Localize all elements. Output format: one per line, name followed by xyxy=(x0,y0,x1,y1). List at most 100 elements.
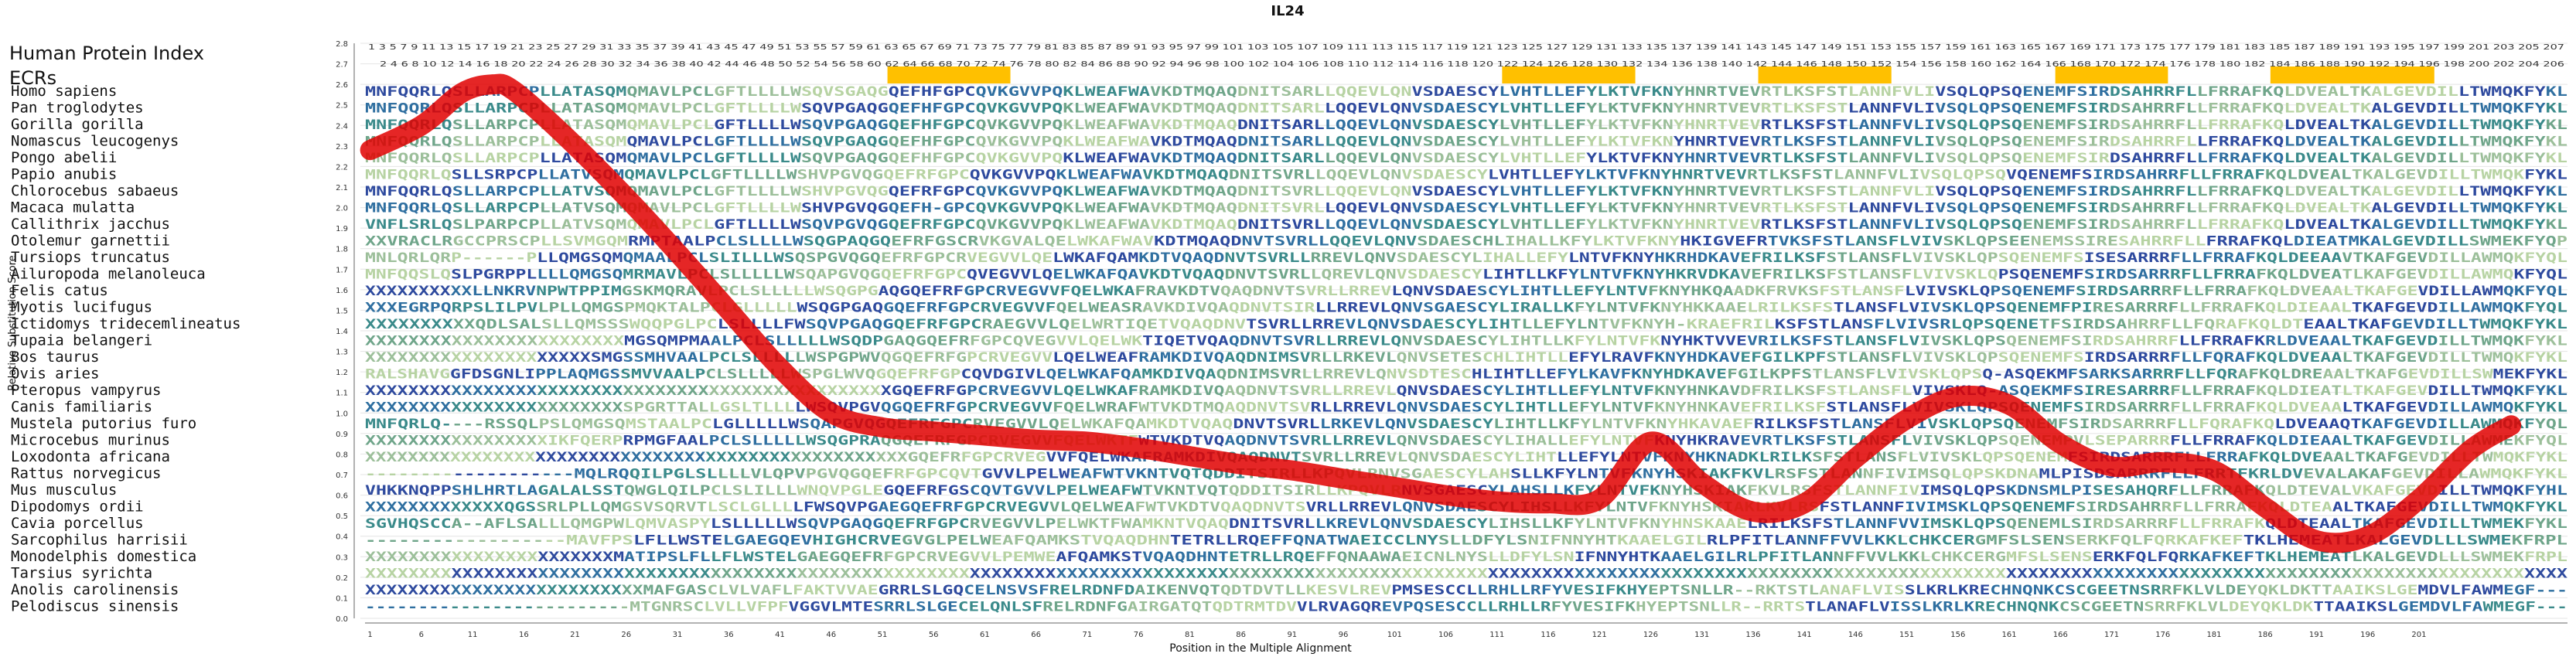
x-tick-label: 191 xyxy=(2309,631,2324,639)
ecr-bar xyxy=(887,66,1011,83)
x-tick-label: 101 xyxy=(1387,631,1402,639)
sequence-row: RALSHAVG GFDSGNLI PPLAQMGS SMVVAALP CLSLLLLL… xyxy=(365,367,2567,383)
sequence-row: XXXXXXXX XXXXXQGS SRLPLLQM GSVSQRVT LSCLGLLL… xyxy=(365,500,2567,516)
substitution-curve xyxy=(360,73,2522,553)
y-tick-label: 0.6 xyxy=(336,492,348,501)
species-label: Dipodomys ordii xyxy=(11,499,144,516)
x-tick-label: 111 xyxy=(1489,631,1504,639)
species-label: Microcebus murinus xyxy=(11,432,170,449)
species-label: Tarsius syrichta xyxy=(11,565,152,582)
sequence-row: MNFQQSLQ SLPGRPPL LLLQMGSQ MRMAVLPC LSLLLLLW… xyxy=(365,267,2567,283)
x-axis: 1 6 11 16 21 26 31 36 41 46 51 56 61 66 71 76 81 86 91 96 10… xyxy=(365,622,2567,639)
sequence-row: SGVHQSCC A--AFLSA LLLQMGPW LQMVASPY LSLLLLLW… xyxy=(365,516,2567,532)
ecr-bar xyxy=(2270,66,2434,83)
sequence-row: MNFQQRLQ SLLARPCP LLATASQM QMAVLPCL GFTLLLLW… xyxy=(365,151,2567,166)
y-tick-label: 2.4 xyxy=(336,122,348,131)
x-tick-label: 126 xyxy=(1643,631,1658,639)
y-tick-label: 1.2 xyxy=(336,369,348,377)
x-tick-label: 121 xyxy=(1592,631,1607,639)
species-label: Pan troglodytes xyxy=(11,100,144,117)
y-tick-label: 2.7 xyxy=(336,61,348,70)
species-label: Pteropus vampyrus xyxy=(11,382,161,399)
x-tick-label: 91 xyxy=(1287,631,1297,639)
x-tick-label: 116 xyxy=(1540,631,1555,639)
sequence-row: XXXXXXXX XXQDLSAL SLLQMSSS WQQPGLPC LSLLLLFW… xyxy=(365,317,2567,332)
y-tick-label: 0.5 xyxy=(336,512,348,521)
y-tick-label: 2.2 xyxy=(336,163,348,172)
sequence-row: MNLQRLQR P------P LLQMGSQM QMAALPCL SLILLLWS… xyxy=(365,250,2567,266)
species-label: Pongo abelii xyxy=(11,149,117,166)
sequence-row: XXXEGRPQ RPSLILPV LPLLQMGS PMQKTALP CLGLLLLL… xyxy=(365,301,2567,316)
ecr-bar xyxy=(1758,66,1892,83)
species-label: Canis familiaris xyxy=(11,399,152,416)
x-tick-label: 151 xyxy=(1899,631,1914,639)
y-tick-label: 1.0 xyxy=(336,410,348,418)
x-tick-label: 131 xyxy=(1694,631,1709,639)
y-tick-label: 0.9 xyxy=(336,431,348,439)
y-tick-label: 2.6 xyxy=(336,81,348,90)
human-index-label: Human Protein Index xyxy=(9,43,204,64)
species-label: Papio anubis xyxy=(11,166,117,183)
species-label: Gorilla gorilla xyxy=(11,116,144,133)
x-tick-label: 21 xyxy=(570,631,580,639)
ecr-bar xyxy=(2055,66,2168,83)
x-tick-label: 146 xyxy=(1848,631,1863,639)
ecr-label: ECRs xyxy=(9,67,56,89)
species-label: Mustela putorius furo xyxy=(11,415,196,432)
x-tick-label: 166 xyxy=(2053,631,2068,639)
y-tick-label: 2.5 xyxy=(336,102,348,111)
y-tick-label: 1.9 xyxy=(336,225,348,233)
substitution-line xyxy=(360,73,2522,553)
sequence-row: MNFQQRLQ SLLARPCP LLATASQM QMAVLPCL GFTLLLLW… xyxy=(365,101,2567,117)
x-tick-label: 51 xyxy=(878,631,888,639)
x-tick-label: 86 xyxy=(1236,631,1246,639)
x-tick-label: 66 xyxy=(1031,631,1041,639)
x-tick-label: 171 xyxy=(2104,631,2119,639)
sequence-row: MNFQRLQ- ---RSSQL PSLQMGSQ MSTAALPC LGLLLLLW… xyxy=(365,417,2567,432)
x-tick-label: 41 xyxy=(775,631,785,639)
sequence-row: -------- -------- --MAVFPS LFLLWSTE LGAEGQEV… xyxy=(365,533,2567,549)
x-tick-label: 16 xyxy=(519,631,529,639)
sequence-row: XXXXXXXX XXLLNKRV NPWTPPIM GSKMQRAV LPCLSLLL… xyxy=(365,284,2567,299)
species-label: Chlorocebus sabaeus xyxy=(11,182,179,199)
x-tick-label: 36 xyxy=(724,631,734,639)
x-tick-label: 31 xyxy=(673,631,683,639)
sequence-row: XXXXXXXX XXXXXXXX XXXXXSMG SSMHVAAL PCLSLLLL… xyxy=(365,350,2567,366)
x-tick-label: 96 xyxy=(1339,631,1349,639)
x-tick-label: 6 xyxy=(419,631,424,639)
human-index-top: 1 3 5 7 9 11 13 15 17 19 21 23 25 27 29 … xyxy=(368,43,2564,52)
y-tick-label: 1.7 xyxy=(336,266,348,274)
y-tick-label: 0.4 xyxy=(336,533,348,542)
sequence-row: MNFQQRLQ SLLSRPCP LLATVSQM QMAVLPCL GFTLLLLW… xyxy=(365,168,2567,183)
species-label: Tupaia belangeri xyxy=(11,332,152,349)
x-tick-label: 156 xyxy=(1950,631,1965,639)
species-label: Pelodiscus sinensis xyxy=(11,598,179,615)
species-label: Myotis lucifugus xyxy=(11,299,152,316)
x-tick-label: 56 xyxy=(929,631,939,639)
x-tick-label: 71 xyxy=(1083,631,1093,639)
x-tick-label: 181 xyxy=(2206,631,2221,639)
sequence-row: XXXXXXXX XXXXXXXX XXXXXXXX XXMAFGAS CLVLVAFL… xyxy=(365,583,2567,598)
y-tick-label: 2.3 xyxy=(336,143,348,151)
species-label: Mus musculus xyxy=(11,482,117,499)
x-tick-label: 11 xyxy=(468,631,478,639)
x-tick-label: 46 xyxy=(826,631,836,639)
sequence-row: XXXXXXXX XXXXXXXX XXXXXXXM ATIPSLFL LFLWSTEL… xyxy=(365,550,2567,565)
species-label: Homo sapiens xyxy=(11,83,117,100)
sequence-row: XXXXXXXX XXXXXXXX XXXXXXXX XXXXXXXX XXXXXXXX… xyxy=(365,383,2567,399)
x-tick-label: 26 xyxy=(621,631,631,639)
y-tick-label: 1.8 xyxy=(336,246,348,254)
species-label: Rattus norvegicus xyxy=(11,465,161,482)
grid xyxy=(360,43,2567,619)
species-label: Ailuropoda melanoleuca xyxy=(11,266,206,283)
sequence-row: XXXXXXXX XXXXXXXX XIKFQERP RPMGFAAL PCLSLLLL… xyxy=(365,434,2567,449)
y-tick-label: 0.0 xyxy=(336,615,348,624)
y-tick-label: 1.5 xyxy=(336,307,348,315)
species-label: Sarcophilus harrisii xyxy=(11,532,188,549)
y-axis: 0.0 0.1 0.2 0.3 0.4 0.5 0.6 0.7 0.8 0.9 1.0 1.1 1.2 1… xyxy=(336,40,355,624)
y-tick-label: 0.2 xyxy=(336,574,348,583)
sequence-row: MNFQQRLQ SLLARPCP LLATASQM QMAVLPCL GFTLLLLW… xyxy=(365,117,2567,133)
species-label: Bos taurus xyxy=(11,349,99,366)
